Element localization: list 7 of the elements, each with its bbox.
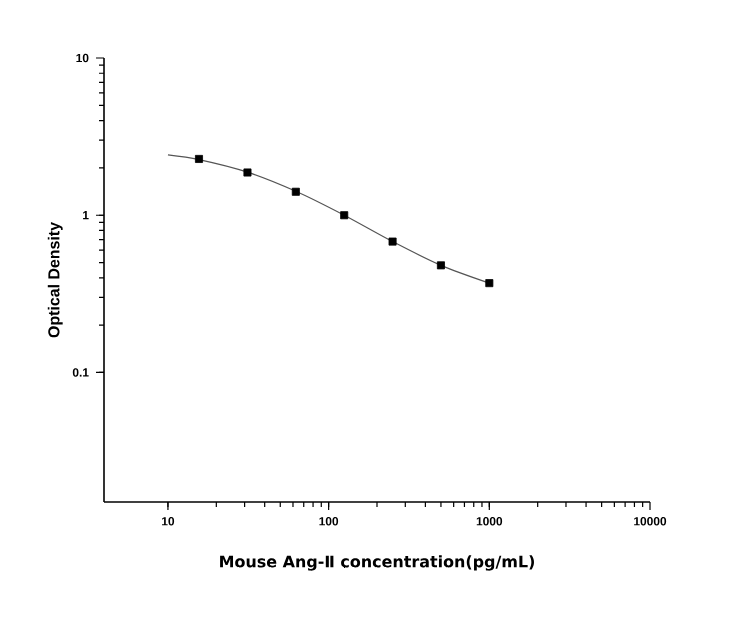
point bbox=[388, 237, 397, 246]
point bbox=[485, 279, 494, 288]
point bbox=[340, 211, 349, 220]
point bbox=[436, 261, 445, 270]
point bbox=[291, 187, 300, 196]
point bbox=[243, 168, 252, 177]
point bbox=[194, 154, 203, 163]
